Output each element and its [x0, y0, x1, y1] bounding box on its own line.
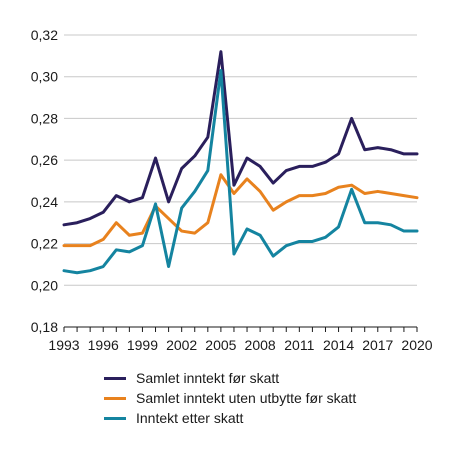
legend: Samlet inntekt før skatt Samlet inntekt …	[104, 368, 356, 428]
legend-item-2: Inntekt etter skatt	[104, 408, 356, 428]
legend-swatch-1	[104, 396, 126, 400]
series-line-0	[62, 50, 419, 227]
gridlines	[64, 34, 417, 286]
legend-item-0: Samlet inntekt før skatt	[104, 368, 356, 388]
y-tick-label: 0,26	[31, 152, 58, 168]
series-line-1	[62, 173, 419, 248]
x-tick-label: 1996	[88, 337, 119, 353]
legend-label-1: Samlet inntekt uten utbytte før skatt	[136, 390, 357, 406]
x-tick-label: 2020	[401, 337, 432, 353]
y-tick-label: 0,22	[31, 236, 58, 252]
legend-label-2: Inntekt etter skatt	[136, 410, 244, 426]
x-tick-label: 2014	[323, 337, 354, 353]
x-tick-label: 1999	[127, 337, 158, 353]
x-tick-label: 2008	[245, 337, 276, 353]
y-tick-label: 0,28	[31, 110, 58, 126]
legend-label-0: Samlet inntekt før skatt	[136, 370, 280, 386]
y-tick-label: 0,32	[31, 27, 58, 43]
x-tick-label: 1993	[48, 337, 79, 353]
series-line-2	[62, 68, 419, 275]
legend-swatch-0	[104, 376, 126, 380]
y-tick-label: 0,20	[31, 277, 58, 293]
y-tick-labels: 0,18 0,20 0,22 0,24 0,26 0,28 0,30 0,32	[31, 27, 58, 335]
y-tick-label: 0,30	[31, 69, 58, 85]
x-tick-label: 2017	[362, 337, 393, 353]
series-lines	[62, 50, 419, 275]
x-tick-label: 2011	[284, 337, 314, 353]
x-tick-label: 2005	[205, 337, 236, 353]
x-tick-labels: 1993 1996 1999 2002 2005 2008 2011 2014 2017 2020	[48, 337, 432, 353]
y-tick-label: 0,24	[31, 194, 58, 210]
y-tick-label: 0,18	[31, 319, 58, 335]
x-tick-label: 2002	[166, 337, 197, 353]
axes	[63, 326, 418, 332]
legend-swatch-2	[104, 416, 126, 420]
legend-item-1: Samlet inntekt uten utbytte før skatt	[104, 388, 356, 408]
